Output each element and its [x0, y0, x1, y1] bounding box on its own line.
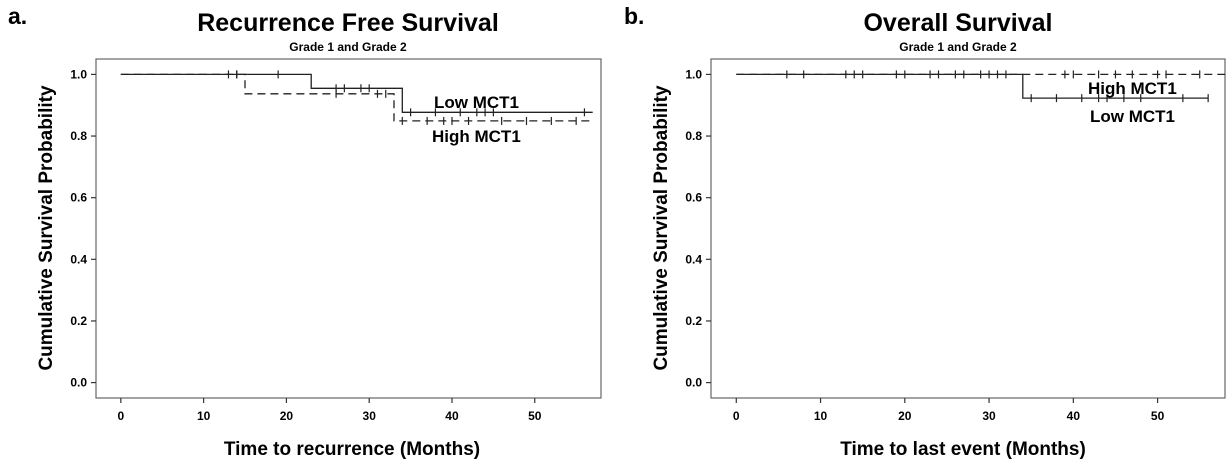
panel-a-subtitle: Grade 1 and Grade 2 [289, 40, 407, 54]
panel-a-letter: a. [8, 3, 27, 29]
panel-b-x-axis-label: Time to last event (Months) [840, 439, 1086, 460]
panel-a-x-tick-label: 0 [117, 409, 124, 423]
panel-a: a. Recurrence Free Survival Grade 1 and … [8, 3, 602, 460]
panel-a-y-tick-label: 0.8 [70, 129, 87, 143]
panel-b-title: Overall Survival [863, 9, 1052, 37]
panel-a-legend-high-mct1: High MCT1 [432, 127, 521, 146]
panel-b-series [736, 70, 1225, 103]
panel-b-curve-low-mct1 [736, 73, 1209, 99]
panel-b-y-tick-label: 0.8 [685, 129, 702, 143]
panel-a-curve-low-mct1 [120, 73, 593, 113]
panel-b-x-tick-label: 40 [1067, 409, 1081, 423]
panel-b-y-tick-label: 0.0 [685, 376, 702, 390]
panel-b-x-tick-label: 0 [733, 409, 740, 423]
panel-a-y-tick-label: 1.0 [70, 67, 87, 81]
panel-b-x-tick-label: 30 [982, 409, 996, 423]
panel-b-legend-high-mct1: High MCT1 [1088, 79, 1177, 98]
panel-b-y-tick-label: 0.6 [685, 191, 702, 205]
panel-a-x-tick-label: 40 [445, 409, 459, 423]
panel-b-plot-frame [710, 58, 1226, 399]
panel-a-x-tick-label: 20 [280, 409, 294, 423]
panel-a-x-tick-label: 10 [197, 409, 211, 423]
panel-b-x-tick-label: 20 [898, 409, 912, 423]
panel-b-subtitle: Grade 1 and Grade 2 [899, 40, 1017, 54]
panel-a-x-tick-label: 30 [363, 409, 377, 423]
panel-a-title: Recurrence Free Survival [197, 9, 499, 37]
panel-b-y-tick-label: 0.2 [685, 314, 702, 328]
panel-a-curve-high-mct1 [120, 73, 593, 122]
panel-b-x-tick-label: 10 [814, 409, 828, 423]
panel-a-ticks: 0 10 20 30 40 50 0.0 0.2 0.4 0.6 0.8 1.0 [70, 67, 541, 423]
panel-a-series [120, 70, 593, 125]
panel-b-y-tick-label: 0.4 [685, 252, 702, 266]
panel-b-legend-low-mct1: Low MCT1 [1090, 107, 1175, 126]
panel-b-y-axis-label: Cumulative Survival Probability [651, 85, 672, 371]
panel-b: b. Overall Survival Grade 1 and Grade 2 … [624, 3, 1226, 460]
panel-a-legend-low-mct1: Low MCT1 [434, 93, 519, 112]
panel-a-y-axis-label: Cumulative Survival Probability [36, 85, 57, 371]
panel-a-x-tick-label: 50 [528, 409, 542, 423]
panel-a-plot-frame [95, 58, 602, 399]
panel-b-y-tick-label: 1.0 [685, 67, 702, 81]
panel-a-x-axis-label: Time to recurrence (Months) [224, 439, 480, 460]
panel-a-y-tick-label: 0.6 [70, 191, 87, 205]
panel-b-letter: b. [624, 3, 644, 29]
panel-b-ticks: 0 10 20 30 40 50 0.0 0.2 0.4 0.6 0.8 1.0 [685, 67, 1164, 423]
panel-b-x-tick-label: 50 [1151, 409, 1165, 423]
panel-a-y-tick-label: 0.4 [70, 252, 87, 266]
panel-a-y-tick-label: 0.2 [70, 314, 87, 328]
panel-a-y-tick-label: 0.0 [70, 376, 87, 390]
